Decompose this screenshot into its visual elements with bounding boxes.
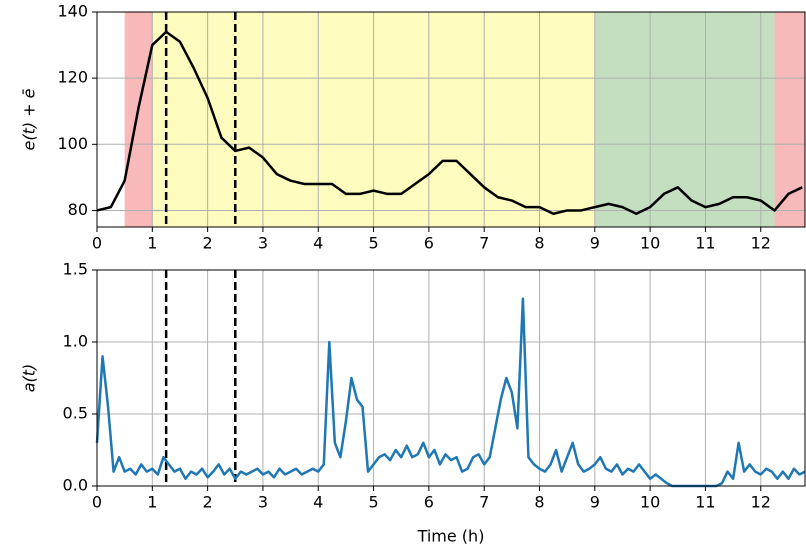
y-axis-label: e(t) + ē (20, 88, 39, 150)
x-tick-label: 4 (313, 234, 323, 253)
y-axis-label: a(t) (20, 364, 39, 393)
x-tick-label: 9 (590, 493, 600, 512)
x-tick-label: 5 (368, 234, 378, 253)
x-tick-label: 11 (695, 234, 715, 253)
x-tick-label: 7 (479, 493, 489, 512)
x-tick-label: 5 (368, 493, 378, 512)
x-tick-label: 9 (590, 234, 600, 253)
x-tick-label: 8 (534, 234, 544, 253)
shaded-span (594, 12, 775, 227)
y-tick-label: 1.5 (63, 260, 88, 279)
x-tick-label: 8 (534, 493, 544, 512)
data-line (95, 297, 806, 488)
x-tick-label: 2 (203, 234, 213, 253)
y-tick-label: 80 (68, 200, 88, 219)
x-tick-label: 12 (751, 234, 771, 253)
x-tick-label: 4 (313, 493, 323, 512)
x-tick-label: 3 (258, 234, 268, 253)
y-tick-label: 1.0 (63, 332, 88, 351)
x-tick-label: 10 (640, 234, 660, 253)
x-tick-label: 10 (640, 493, 660, 512)
x-tick-label: 2 (203, 493, 213, 512)
y-tick-label: 120 (57, 68, 88, 87)
data-line (96, 30, 803, 216)
x-tick-label: 1 (147, 234, 157, 253)
axes-frame (96, 11, 806, 228)
x-tick-label: 7 (479, 234, 489, 253)
x-tick-label: 6 (424, 234, 434, 253)
axes-frame (96, 269, 806, 487)
x-axis-label: Time (h) (417, 527, 485, 546)
y-tick-label: 100 (57, 134, 88, 153)
x-tick-label: 12 (751, 493, 771, 512)
shaded-span (124, 12, 153, 227)
x-tick-label: 0 (92, 234, 102, 253)
y-tick-label: 0.5 (63, 404, 88, 423)
x-tick-label: 3 (258, 493, 268, 512)
y-tick-label: 140 (57, 2, 88, 21)
y-tick-label: 0.0 (63, 476, 88, 495)
x-tick-label: 11 (695, 493, 715, 512)
x-tick-label: 1 (147, 493, 157, 512)
shaded-span (774, 12, 805, 227)
x-tick-label: 0 (92, 493, 102, 512)
x-tick-label: 6 (424, 493, 434, 512)
